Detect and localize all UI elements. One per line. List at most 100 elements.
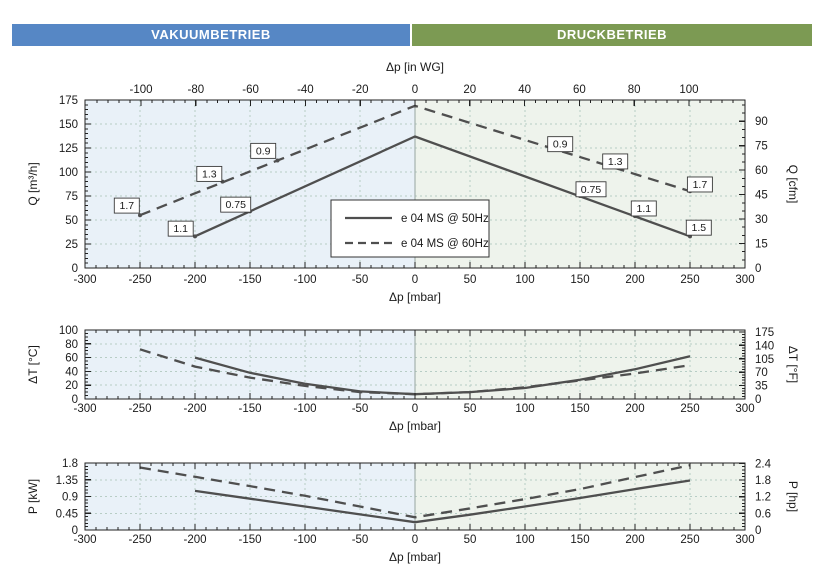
annotation-box [250, 142, 277, 159]
svg-text:0: 0 [412, 84, 418, 96]
svg-text:0.9: 0.9 [256, 145, 271, 157]
svg-text:100: 100 [59, 167, 78, 179]
svg-text:1.7: 1.7 [119, 200, 134, 212]
flow-rate-chart: 1.71.10.751.30.90.91.31.70.751.11.5-300-… [26, 60, 800, 304]
svg-text:0.9: 0.9 [553, 139, 568, 151]
svg-text:80: 80 [65, 339, 78, 351]
annotation-point [138, 213, 142, 218]
pressure-mode-banner: DRUCKBETRIEB [412, 24, 812, 46]
svg-text:150: 150 [59, 119, 78, 131]
svg-text:-20: -20 [352, 84, 369, 96]
svg-text:25: 25 [65, 239, 78, 251]
svg-text:60: 60 [755, 165, 768, 177]
svg-text:50: 50 [464, 403, 477, 415]
svg-text:45: 45 [755, 190, 768, 202]
annotation-box [167, 220, 194, 237]
svg-text:50: 50 [65, 215, 78, 227]
power-consumption-chart: -300 -250 -200 -150 -100 -50 0 50 100 150 200 250 30… [26, 458, 800, 564]
svg-text:0: 0 [72, 394, 78, 406]
svg-text:-300: -300 [73, 403, 96, 415]
axis-labels: -300 -250 -200 -150 -100 -50 0 50 100 150 200 250 30… [26, 458, 800, 564]
svg-text:70: 70 [755, 367, 768, 379]
svg-text:0: 0 [412, 274, 418, 286]
svg-text:-200: -200 [183, 534, 206, 546]
annotation-box [196, 165, 223, 182]
svg-text:0: 0 [412, 403, 418, 415]
svg-text:Δp [in WG]: Δp [in WG] [386, 60, 444, 74]
svg-text:0.75: 0.75 [225, 199, 246, 211]
svg-text:200: 200 [625, 274, 644, 286]
axis-labels: -300 -250 -200 -150 -100 -50 0 50 100 150 200 250 30… [26, 325, 800, 433]
annotation-box [630, 200, 657, 217]
svg-text:50: 50 [464, 274, 477, 286]
svg-text:-250: -250 [128, 403, 151, 415]
svg-text:1.5: 1.5 [691, 222, 706, 234]
svg-text:0: 0 [755, 394, 761, 406]
svg-text:-40: -40 [297, 84, 314, 96]
svg-text:-150: -150 [238, 403, 261, 415]
svg-text:P [hp]: P [hp] [786, 481, 800, 512]
svg-text:-100: -100 [293, 403, 316, 415]
legend-box: e 04 MS @ 50Hz e 04 MS @ 60Hz [330, 199, 490, 258]
svg-text:300: 300 [735, 403, 754, 415]
svg-text:e 04 MS @ 50Hz: e 04 MS @ 50Hz [401, 213, 489, 225]
svg-text:-100: -100 [293, 534, 316, 546]
svg-text:60: 60 [573, 84, 586, 96]
svg-text:15: 15 [755, 239, 768, 251]
svg-text:-100: -100 [293, 274, 316, 286]
axis-ticks [84, 99, 746, 269]
svg-text:ΔT [°F]: ΔT [°F] [786, 346, 800, 383]
svg-text:175: 175 [59, 95, 78, 107]
svg-text:20: 20 [463, 84, 476, 96]
svg-text:0: 0 [755, 525, 761, 537]
svg-text:-200: -200 [183, 403, 206, 415]
svg-text:0.45: 0.45 [56, 508, 78, 520]
annotation-box [220, 196, 252, 213]
svg-text:-50: -50 [352, 274, 369, 286]
annotation-box [602, 153, 629, 170]
svg-text:-100: -100 [129, 84, 152, 96]
svg-text:300: 300 [735, 534, 754, 546]
svg-text:e 04 MS @ 60Hz: e 04 MS @ 60Hz [401, 238, 489, 250]
svg-text:40: 40 [65, 366, 78, 378]
svg-text:ΔT [°C]: ΔT [°C] [26, 345, 40, 384]
svg-text:Δp [mbar]: Δp [mbar] [389, 419, 441, 433]
svg-text:150: 150 [570, 403, 589, 415]
annotation-box [685, 219, 712, 236]
annotations: 1.7 1.1 0.75 1.3 0.9 0.9 1.3 1.7 0.75 1.1 1.5 [113, 136, 713, 239]
series-line-50hz [194, 479, 691, 524]
svg-text:1.7: 1.7 [693, 179, 708, 191]
svg-text:300: 300 [735, 274, 754, 286]
svg-text:30: 30 [755, 214, 768, 226]
svg-text:-300: -300 [73, 534, 96, 546]
svg-text:0.6: 0.6 [755, 508, 771, 520]
svg-text:40: 40 [518, 84, 531, 96]
svg-text:90: 90 [755, 116, 768, 128]
svg-text:250: 250 [680, 403, 699, 415]
svg-text:80: 80 [628, 84, 641, 96]
svg-text:60: 60 [65, 353, 78, 365]
svg-text:1.8: 1.8 [755, 475, 771, 487]
svg-text:1.2: 1.2 [755, 492, 771, 504]
series-line-60hz [139, 464, 691, 519]
svg-text:1.1: 1.1 [636, 203, 651, 215]
svg-text:0.9: 0.9 [62, 492, 78, 504]
svg-text:-250: -250 [128, 274, 151, 286]
svg-text:0: 0 [755, 263, 761, 275]
svg-text:75: 75 [65, 191, 78, 203]
svg-text:-150: -150 [238, 534, 261, 546]
svg-text:150: 150 [570, 534, 589, 546]
annotation-box [547, 136, 574, 153]
svg-text:100: 100 [515, 534, 534, 546]
svg-text:-50: -50 [352, 534, 369, 546]
series-line-50hz [194, 135, 691, 238]
axis-ticks [84, 462, 746, 531]
vacuum-mode-banner: VAKUUMBETRIEB [12, 24, 410, 46]
axis-ticks [84, 329, 746, 400]
svg-text:0: 0 [72, 525, 78, 537]
svg-text:20: 20 [65, 380, 78, 392]
svg-text:-200: -200 [183, 274, 206, 286]
annotation-box [113, 197, 140, 214]
annotation-box [575, 181, 607, 198]
svg-text:250: 250 [680, 274, 699, 286]
